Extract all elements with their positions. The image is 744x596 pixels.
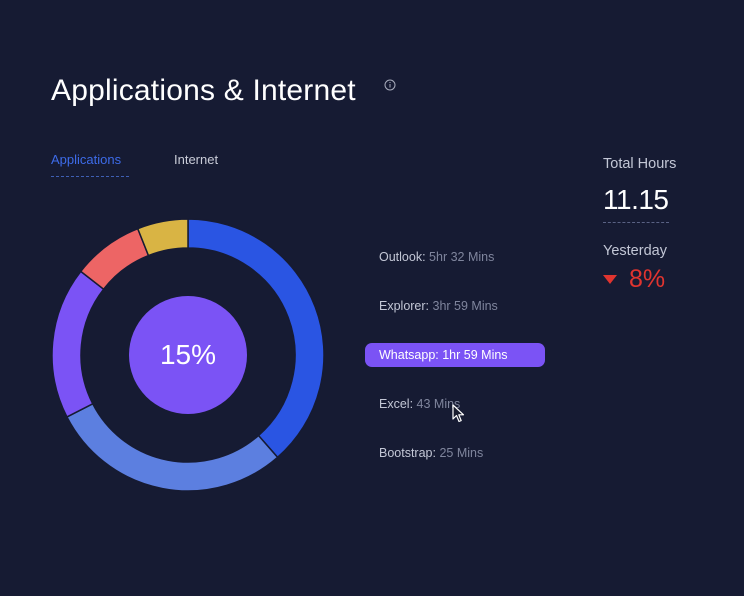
list-item-bootstrap[interactable]: Bootstrap: 25 Mins <box>379 446 484 460</box>
app-name: Whatsapp <box>379 348 436 362</box>
info-icon[interactable] <box>384 79 396 91</box>
usage-donut-chart <box>51 218 325 492</box>
donut-segment-excel[interactable] <box>79 227 150 291</box>
app-name: Bootstrap <box>379 446 433 460</box>
yesterday-change: 8% <box>603 265 676 294</box>
donut-segment-explorer[interactable] <box>65 402 279 492</box>
total-hours-label: Total Hours <box>603 156 677 172</box>
tab-applications-label: Applications <box>51 152 122 167</box>
yesterday-label: Yesterday <box>603 243 667 259</box>
list-item-outlook[interactable]: Outlook: 5hr 32 Mins <box>379 250 495 264</box>
tab-internet-label: Internet <box>174 152 219 167</box>
donut-center-circle <box>129 296 247 414</box>
app-name: Excel <box>379 397 410 411</box>
app-duration: 5hr 32 Mins <box>429 250 495 264</box>
stats-panel: Total Hours 11.15 Yesterday 8% <box>603 156 676 294</box>
total-hours-value: 11.15 <box>603 184 669 223</box>
tab-applications[interactable]: Applications <box>51 152 129 177</box>
page-title: Applications & Internet <box>51 74 356 107</box>
app-duration: 3hr 59 Mins <box>432 299 498 313</box>
donut-segment-bootstrap[interactable] <box>136 218 189 257</box>
app-name: Explorer <box>379 299 426 313</box>
list-item-excel[interactable]: Excel: 43 Mins <box>379 397 461 411</box>
app-duration: 25 Mins <box>439 446 484 460</box>
app-name: Outlook <box>379 250 423 264</box>
app-duration: 1hr 59 Mins <box>442 348 508 362</box>
list-item-whatsapp[interactable]: Whatsapp: 1hr 59 Mins <box>365 343 545 367</box>
donut-segment-whatsapp[interactable] <box>51 270 105 418</box>
triangle-down-icon <box>603 275 617 284</box>
tab-internet[interactable]: Internet <box>174 152 218 167</box>
app-duration: 43 Mins <box>416 397 461 411</box>
yesterday-change-value: 8% <box>629 265 666 293</box>
mouse-cursor-icon <box>452 404 465 423</box>
list-item-explorer[interactable]: Explorer: 3hr 59 Mins <box>379 299 498 313</box>
